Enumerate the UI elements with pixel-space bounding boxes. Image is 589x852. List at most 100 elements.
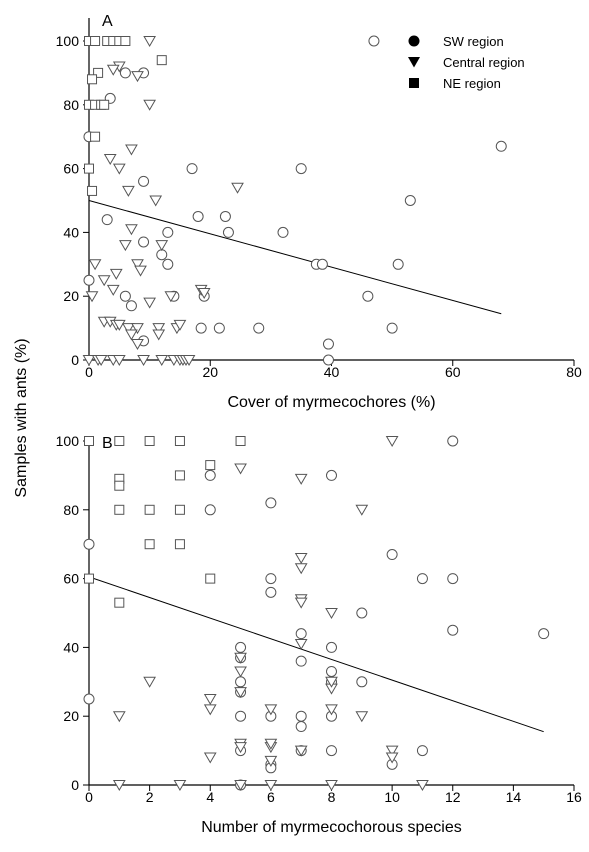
data-point-triangle-down: [325, 704, 338, 716]
data-point-triangle-down: [155, 355, 169, 366]
regression-line: [88, 576, 544, 733]
data-point-triangle-down: [103, 154, 117, 166]
data-point-square: [114, 504, 125, 515]
data-point-circle: [386, 322, 398, 334]
data-point-circle: [222, 226, 234, 238]
data-point-circle: [368, 35, 380, 47]
data-point-triangle-down: [112, 319, 126, 331]
series-circle: [83, 435, 550, 791]
data-point-triangle-down: [143, 676, 156, 688]
data-point-square: [93, 67, 104, 78]
data-point-circle: [326, 469, 337, 481]
data-point-triangle-down: [164, 291, 178, 303]
data-point-triangle-down: [125, 224, 138, 236]
x-tick-label: 6: [267, 789, 275, 805]
data-point-square: [114, 597, 125, 608]
data-point-square: [205, 573, 216, 584]
data-point-square: [87, 185, 98, 196]
x-tick-label: 60: [445, 364, 461, 380]
data-point-triangle-down: [231, 182, 244, 194]
data-point-circle: [416, 745, 428, 757]
data-point-circle: [277, 226, 289, 238]
data-point-triangle-down: [131, 323, 144, 335]
y-tick-label: 100: [56, 433, 80, 449]
data-point-circle: [219, 210, 231, 222]
data-point-square: [90, 36, 101, 46]
data-point-triangle-down: [325, 780, 338, 791]
data-point-triangle-down: [149, 195, 163, 207]
data-point-square: [144, 539, 155, 550]
y-tick-label: 80: [63, 502, 79, 518]
data-point-circle: [326, 665, 337, 677]
data-point-triangle-down: [85, 291, 99, 303]
data-point-circle: [192, 210, 204, 222]
data-point-circle: [295, 721, 307, 733]
data-point-triangle-down: [143, 36, 156, 47]
data-point-triangle-down: [203, 752, 217, 764]
data-point-triangle-down: [264, 738, 278, 750]
legend-marker-circle: [408, 35, 420, 47]
data-point-triangle-down: [203, 704, 217, 716]
data-point-triangle-down: [355, 711, 369, 723]
x-tick-label: 40: [324, 364, 340, 380]
y-tick-label: 0: [71, 777, 79, 793]
series-circle: [83, 35, 507, 366]
data-point-triangle-down: [97, 275, 111, 287]
data-point-triangle-down: [134, 265, 147, 277]
data-point-circle: [447, 435, 459, 447]
panel-letter: B: [102, 435, 113, 452]
data-point-triangle-down: [182, 355, 196, 366]
series-square: [84, 36, 167, 196]
data-point-square: [84, 573, 94, 584]
data-point-circle: [356, 676, 368, 688]
series-triangle-down: [112, 436, 429, 791]
data-point-triangle-down: [234, 687, 247, 699]
data-point-circle: [386, 549, 398, 561]
data-point-triangle-down: [152, 323, 166, 335]
data-point-circle: [362, 290, 374, 302]
data-point-triangle-down: [416, 780, 429, 791]
data-point-triangle-down: [152, 329, 166, 341]
data-point-square: [84, 163, 94, 174]
y-tick-label: 0: [71, 352, 79, 368]
data-point-circle: [265, 586, 277, 598]
data-point-triangle-down: [173, 319, 187, 331]
data-point-circle: [495, 140, 507, 152]
data-point-circle: [447, 573, 459, 585]
regression-line: [88, 200, 502, 315]
x-tick-label: 20: [202, 364, 218, 380]
data-point-triangle-down: [294, 638, 308, 650]
series-triangle-down: [82, 36, 244, 366]
data-point-triangle-down: [131, 71, 144, 83]
data-point-circle: [295, 163, 307, 175]
y-tick-label: 40: [63, 639, 79, 655]
legend-label: NE region: [443, 76, 501, 91]
data-point-triangle-down: [94, 355, 108, 366]
data-point-square: [90, 131, 101, 142]
y-tick-label: 80: [63, 97, 79, 113]
data-point-triangle-down: [294, 563, 308, 575]
x-axis-title: Number of myrmecochorous species: [201, 819, 462, 836]
data-point-triangle-down: [106, 284, 120, 296]
series-square: [84, 436, 246, 608]
data-point-triangle-down: [112, 163, 126, 175]
data-point-triangle-down: [119, 240, 132, 252]
data-point-square: [174, 436, 185, 446]
data-point-square: [144, 504, 155, 515]
data-point-circle: [125, 300, 137, 312]
data-point-triangle-down: [112, 711, 126, 723]
data-point-circle: [138, 175, 150, 187]
panel-b: 0 20 40 60 80 100 0 2 4 6 8 10 12 14 16 Number of myrme…: [56, 433, 582, 836]
y-tick-label: 20: [63, 288, 79, 304]
data-point-circle: [316, 258, 328, 270]
data-point-circle: [213, 322, 225, 334]
data-point-circle: [416, 573, 428, 585]
data-point-square: [205, 460, 216, 471]
panel-a: 0 20 40 60 80 100 0 20 40 60 80 Cover of myrmecocho…: [56, 13, 582, 411]
data-point-triangle-down: [294, 597, 308, 609]
data-point-triangle-down: [112, 780, 126, 791]
data-point-triangle-down: [264, 780, 278, 791]
data-point-triangle-down: [264, 704, 278, 716]
data-point-triangle-down: [155, 240, 169, 252]
data-point-square: [174, 504, 185, 515]
